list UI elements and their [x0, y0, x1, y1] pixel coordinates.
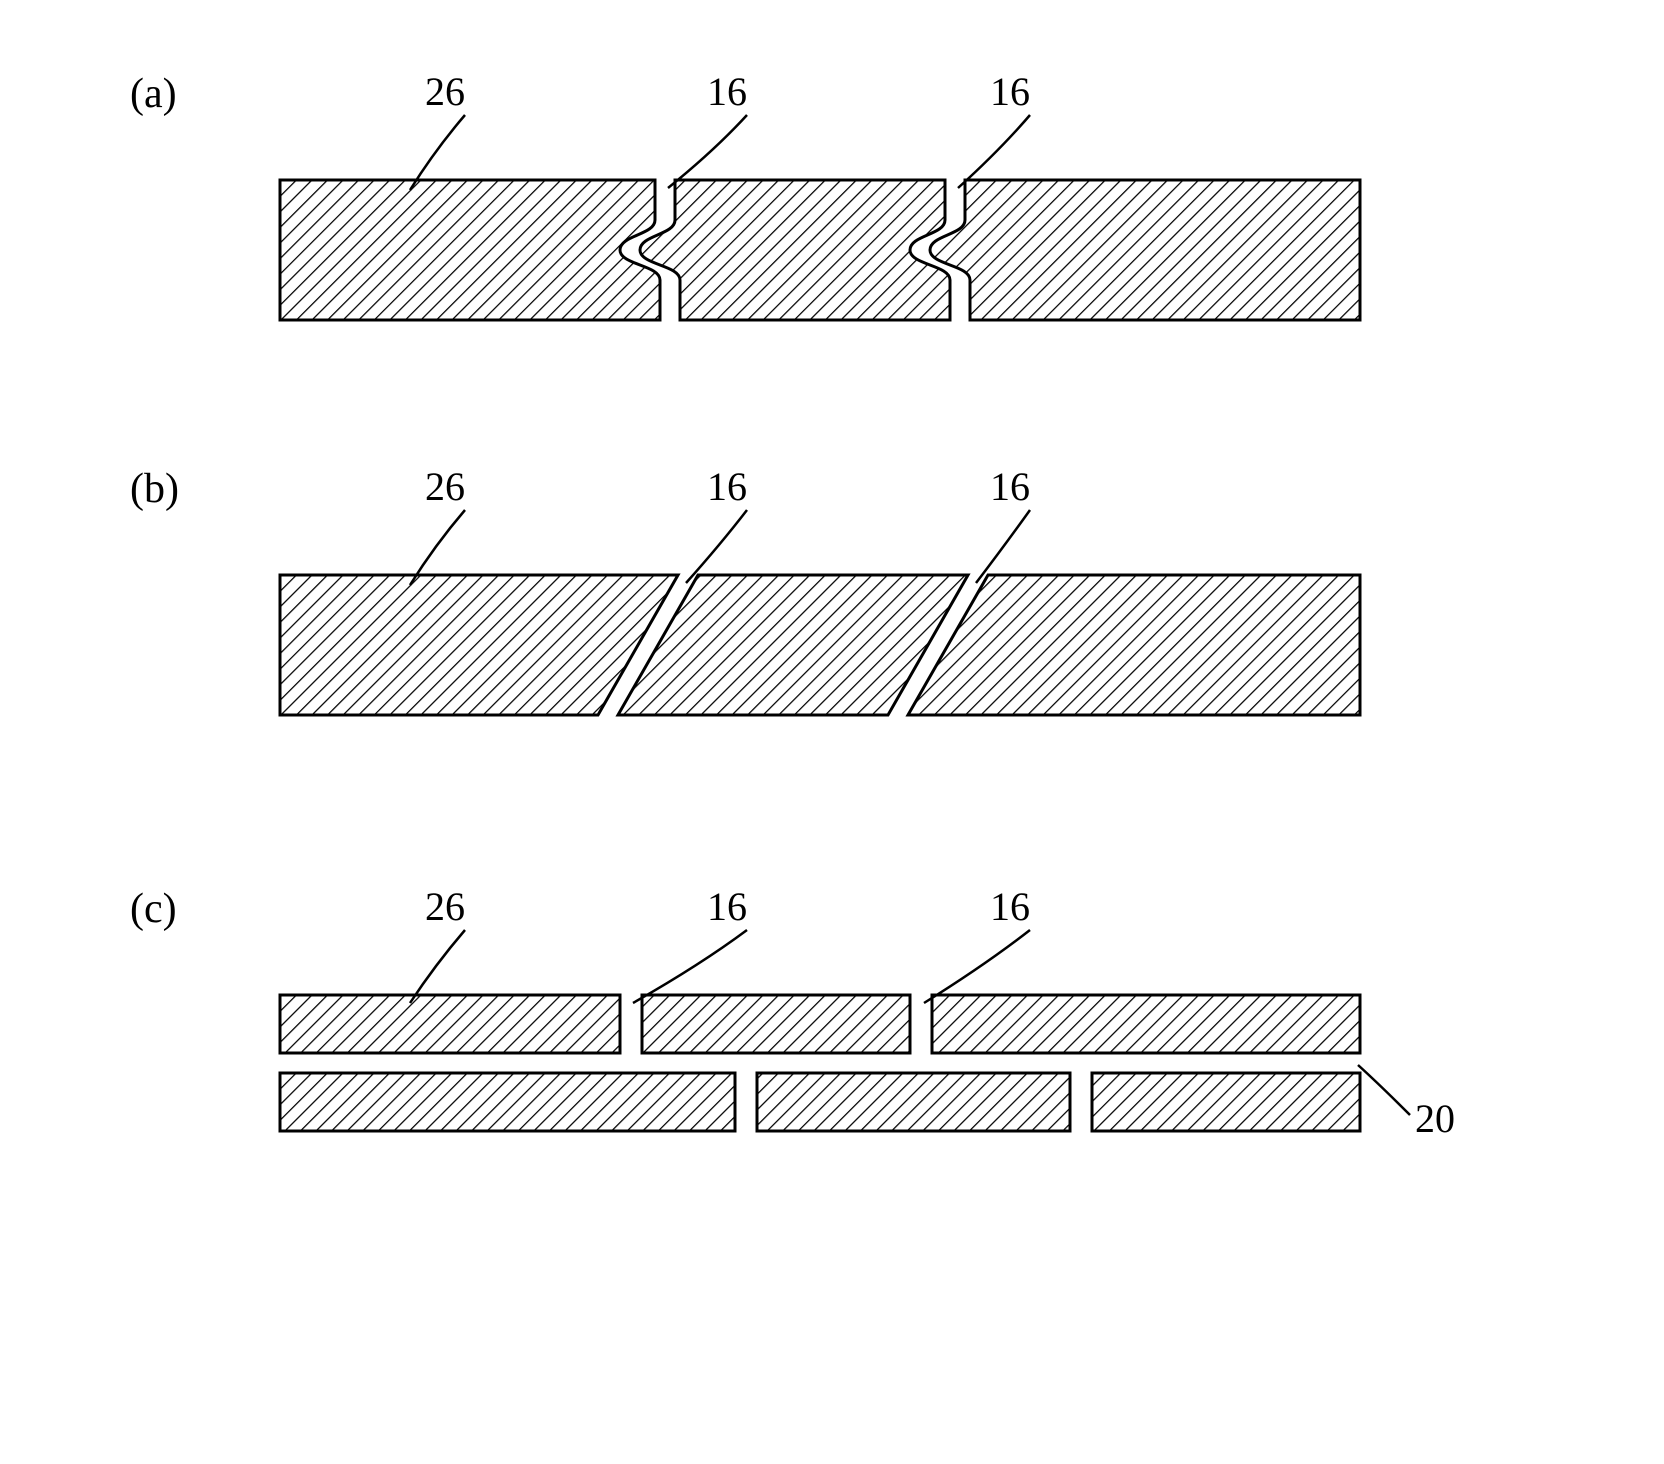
panel-b-figure [260, 455, 1420, 755]
panel-c-label: (c) [130, 885, 177, 933]
panel-c-figure [260, 875, 1540, 1195]
panel-a-figure [260, 60, 1420, 360]
panel-b-label: (b) [130, 465, 179, 513]
panel-a-label: (a) [130, 70, 177, 118]
